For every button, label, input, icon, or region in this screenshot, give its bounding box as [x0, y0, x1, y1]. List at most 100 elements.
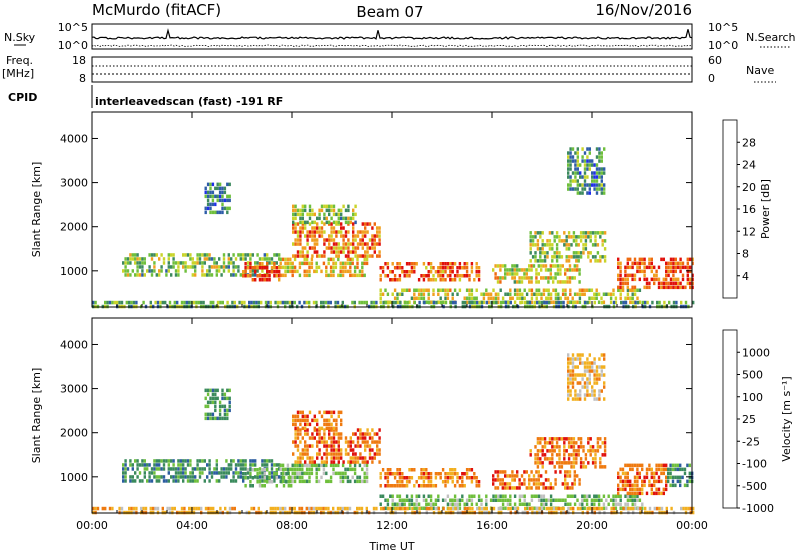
echo-cell — [213, 261, 216, 265]
echo-cell — [226, 408, 229, 413]
echo-cell — [689, 265, 692, 270]
echo-cell — [214, 408, 217, 413]
echo-cell — [495, 300, 498, 305]
echo-cell — [528, 506, 532, 511]
echo-cell — [311, 432, 314, 436]
echo-cell — [518, 498, 522, 502]
echo-cell — [165, 269, 168, 273]
echo-cell — [122, 463, 125, 467]
echo-cell — [600, 183, 603, 187]
colorbar-tick-label: 24 — [742, 159, 756, 172]
echo-cell — [492, 296, 495, 300]
echo-cell — [572, 251, 576, 255]
echo-cell — [292, 208, 295, 213]
echo-cell — [344, 208, 348, 213]
echo-cell — [655, 463, 658, 468]
echo-cell — [111, 506, 114, 511]
echo-cell — [304, 452, 307, 456]
echo-cell — [268, 472, 271, 476]
echo-cell — [641, 463, 644, 468]
echo-cell — [567, 373, 570, 377]
echo-cell — [571, 147, 575, 151]
echo-cell — [323, 436, 326, 440]
echo-cell — [599, 255, 602, 259]
echo-cell — [676, 479, 679, 484]
echo-cell — [220, 471, 223, 475]
echo-cell — [270, 261, 274, 265]
echo-cell — [570, 437, 573, 441]
echo-cell — [322, 463, 326, 468]
echo-cell — [684, 265, 687, 270]
echo-cell — [594, 465, 597, 469]
echo-cell — [578, 296, 582, 300]
echo-cell — [172, 479, 175, 483]
echo-cell — [591, 175, 594, 179]
echo-cell — [244, 274, 247, 278]
echo-cell — [619, 285, 622, 290]
echo-cell — [126, 257, 130, 261]
echo-cell — [571, 486, 574, 490]
echo-cell — [422, 296, 426, 300]
echo-cell — [124, 265, 127, 269]
echo-cell — [363, 273, 366, 278]
echo-cell — [138, 471, 142, 475]
echo-cell — [320, 463, 323, 468]
echo-cell — [657, 277, 661, 282]
echo-cell — [364, 436, 367, 440]
echo-cell — [170, 459, 173, 463]
echo-cell — [379, 296, 382, 300]
echo-cell — [201, 253, 204, 257]
echo-cell — [227, 257, 230, 261]
echo-cell — [497, 292, 500, 296]
echo-cell — [226, 210, 229, 215]
echo-cell — [536, 437, 540, 441]
echo-cell — [596, 243, 600, 247]
echo-cell — [568, 474, 572, 478]
echo-cell — [184, 261, 187, 265]
echo-cell — [396, 292, 399, 296]
echo-cell — [344, 269, 347, 274]
echo-cell — [174, 273, 178, 277]
echo-cell — [536, 441, 540, 445]
echo-cell — [176, 300, 179, 305]
echo-cell — [136, 463, 139, 467]
echo-cell — [557, 498, 560, 502]
echo-cell — [463, 296, 466, 300]
echo-cell — [662, 491, 665, 496]
echo-cell — [539, 255, 542, 259]
echo-cell — [313, 426, 316, 431]
echo-cell — [465, 288, 469, 292]
echo-cell — [150, 269, 154, 273]
echo-cell — [619, 269, 622, 274]
echo-cell — [342, 246, 345, 250]
echo-cell — [593, 506, 596, 511]
echo-cell — [600, 191, 603, 195]
echo-cell — [340, 448, 343, 452]
echo-cell — [337, 208, 340, 213]
echo-cell — [368, 254, 372, 258]
echo-cell — [556, 264, 560, 268]
echo-cell — [289, 479, 292, 484]
echo-cell — [655, 273, 658, 278]
echo-cell — [279, 257, 282, 262]
echo-cell — [432, 288, 435, 292]
echo-cell — [641, 269, 644, 274]
echo-cell — [655, 491, 658, 496]
echo-cell — [299, 452, 302, 456]
echo-cell — [432, 484, 435, 488]
echo-cell — [688, 471, 691, 476]
echo-cell — [614, 498, 618, 502]
echo-cell — [278, 270, 281, 274]
echo-cell — [216, 182, 219, 187]
echo-cell — [434, 484, 438, 488]
echo-cell — [266, 459, 269, 463]
echo-cell — [536, 506, 539, 511]
echo-cell — [252, 300, 256, 305]
echo-cell — [296, 212, 300, 217]
echo-cell — [389, 278, 392, 282]
echo-cell — [365, 257, 369, 262]
echo-cell — [453, 498, 457, 502]
echo-cell — [332, 261, 335, 266]
echo-cell — [686, 277, 689, 282]
echo-cell — [497, 494, 500, 498]
